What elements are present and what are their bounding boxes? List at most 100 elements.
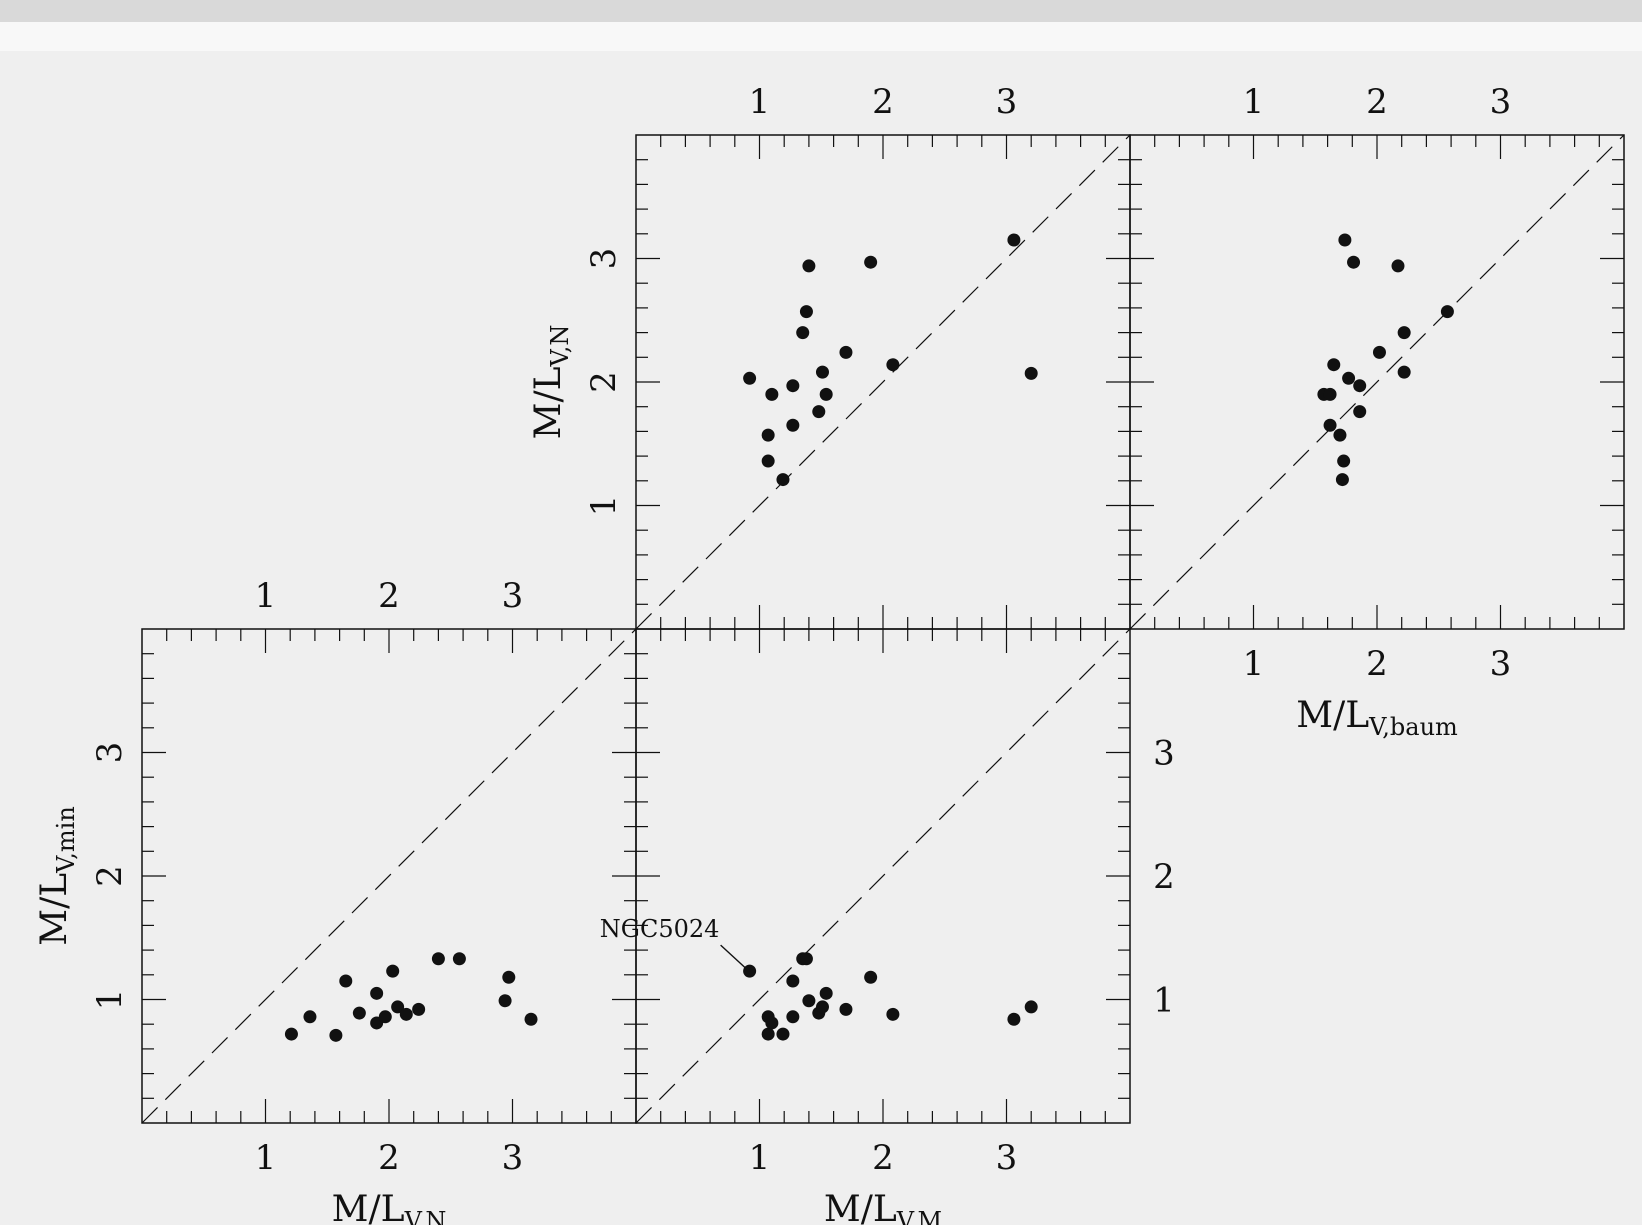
y-tick-label-right: 2 bbox=[1153, 857, 1175, 897]
data-point bbox=[864, 970, 878, 984]
data-point bbox=[761, 428, 775, 442]
data-point bbox=[776, 473, 790, 487]
x-tick-label-bottom: 2 bbox=[1366, 644, 1388, 684]
x-axis-label: M/LV,baum bbox=[1296, 695, 1458, 741]
y-axis-label: M/LV,N bbox=[528, 325, 574, 440]
x-tick-label-top: 2 bbox=[378, 576, 400, 616]
data-point bbox=[819, 387, 833, 401]
data-point bbox=[765, 1016, 779, 1030]
data-point bbox=[799, 952, 813, 966]
data-point bbox=[391, 1000, 405, 1014]
x-tick-label-top: 2 bbox=[1366, 82, 1388, 122]
x-tick-label-bottom: 1 bbox=[1243, 644, 1265, 684]
data-point bbox=[886, 358, 900, 372]
data-point bbox=[399, 1007, 413, 1021]
data-point bbox=[886, 1007, 900, 1021]
data-point bbox=[802, 259, 816, 273]
y-tick-label-left: 3 bbox=[90, 742, 130, 764]
data-point bbox=[502, 970, 516, 984]
data-point bbox=[761, 454, 775, 468]
data-point bbox=[1397, 365, 1411, 379]
data-point bbox=[1323, 418, 1337, 432]
data-point bbox=[1391, 259, 1405, 273]
y-tick-label-left: 2 bbox=[90, 865, 130, 887]
x-tick-label-bottom: 2 bbox=[378, 1138, 400, 1178]
toolbar-strip bbox=[0, 22, 1642, 51]
data-point bbox=[1007, 233, 1021, 247]
data-point bbox=[412, 1002, 426, 1016]
data-point bbox=[303, 1010, 317, 1024]
data-point bbox=[284, 1027, 298, 1041]
data-point bbox=[839, 345, 853, 359]
data-point bbox=[1323, 387, 1337, 401]
data-point bbox=[1338, 233, 1352, 247]
y-tick-label-right: 3 bbox=[1153, 734, 1175, 774]
data-point bbox=[498, 994, 512, 1008]
data-point bbox=[1024, 1000, 1038, 1014]
data-point bbox=[431, 952, 445, 966]
data-point bbox=[802, 994, 816, 1008]
data-point bbox=[743, 964, 757, 978]
x-axis-label: M/LV,N bbox=[332, 1189, 447, 1225]
data-point bbox=[761, 1027, 775, 1041]
panel-top-right: 1 1 2 2 3 3 M/LV,baum bbox=[1129, 82, 1625, 741]
x-tick-label-top: 3 bbox=[502, 576, 524, 616]
y-tick-label-left: 1 bbox=[584, 495, 624, 517]
x-tick-label-top: 1 bbox=[749, 82, 771, 122]
identity-line bbox=[635, 134, 1131, 630]
y-tick-label-left: 3 bbox=[584, 248, 624, 270]
panel-top-middle: 1 2 3 1 2 3 M/LV,N bbox=[528, 82, 1131, 630]
x-tick-label-bottom: 1 bbox=[255, 1138, 277, 1178]
data-point bbox=[1347, 255, 1361, 269]
identity-line bbox=[141, 628, 637, 1124]
x-tick-label-bottom: 3 bbox=[502, 1138, 524, 1178]
data-point bbox=[743, 371, 757, 385]
y-tick-label-left: 2 bbox=[584, 371, 624, 393]
data-point bbox=[864, 255, 878, 269]
data-point bbox=[812, 405, 826, 419]
y-axis-label: M/LV,min bbox=[34, 806, 80, 946]
x-tick-label-top: 3 bbox=[996, 82, 1018, 122]
data-point bbox=[339, 974, 353, 988]
data-point bbox=[799, 305, 813, 319]
data-point bbox=[1007, 1012, 1021, 1026]
data-point bbox=[786, 379, 800, 393]
y-tick-label-left: 1 bbox=[90, 989, 130, 1011]
x-tick-label-top: 1 bbox=[1243, 82, 1265, 122]
data-point bbox=[1337, 454, 1351, 468]
data-point bbox=[786, 1010, 800, 1024]
data-point bbox=[1372, 345, 1386, 359]
x-tick-label-top: 3 bbox=[1490, 82, 1512, 122]
data-point bbox=[1342, 371, 1356, 385]
data-point bbox=[452, 952, 466, 966]
x-tick-label-bottom: 3 bbox=[996, 1138, 1018, 1178]
data-point bbox=[1397, 326, 1411, 340]
data-point bbox=[524, 1012, 538, 1026]
x-tick-label-bottom: 3 bbox=[1490, 644, 1512, 684]
data-point bbox=[776, 1027, 790, 1041]
x-tick-label-top: 1 bbox=[255, 576, 277, 616]
data-point bbox=[370, 986, 384, 1000]
data-point bbox=[329, 1028, 343, 1042]
identity-line bbox=[635, 628, 1131, 1124]
identity-line bbox=[1129, 134, 1625, 630]
data-point bbox=[352, 1006, 366, 1020]
data-point bbox=[839, 1002, 853, 1016]
data-point bbox=[1335, 473, 1349, 487]
data-point bbox=[378, 1010, 392, 1024]
x-tick-label-top: 2 bbox=[872, 82, 894, 122]
x-tick-label-bottom: 2 bbox=[872, 1138, 894, 1178]
x-tick-label-bottom: 1 bbox=[749, 1138, 771, 1178]
data-point bbox=[815, 365, 829, 379]
data-point bbox=[819, 986, 833, 1000]
data-point bbox=[815, 1000, 829, 1014]
data-point bbox=[765, 387, 779, 401]
data-point bbox=[1353, 379, 1367, 393]
data-point bbox=[786, 418, 800, 432]
data-point bbox=[386, 964, 400, 978]
data-point bbox=[796, 326, 810, 340]
data-point bbox=[1333, 428, 1347, 442]
data-point bbox=[786, 974, 800, 988]
panel-bottom-middle: 1 2 3 1 2 3 M/LV,M NGC5024 bbox=[600, 628, 1175, 1225]
